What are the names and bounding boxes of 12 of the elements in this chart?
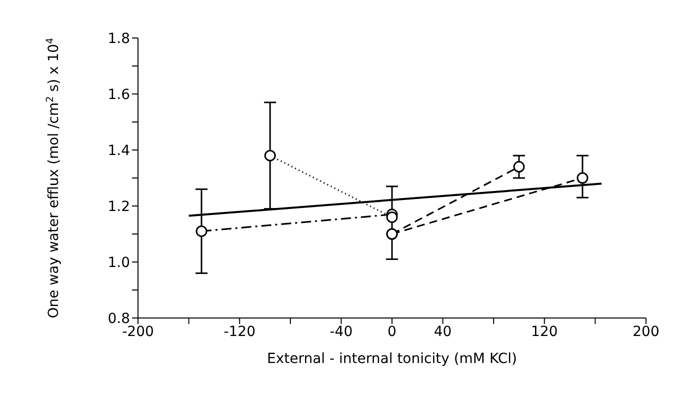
x-tick-label: -40: [330, 324, 353, 340]
x-tick-label: 200: [632, 324, 660, 340]
y-tick-label: 1.0: [108, 254, 130, 271]
y-tick-label: 1.4: [108, 142, 130, 159]
x-tick-label: 40: [434, 324, 452, 340]
x-tick-label: 120: [531, 324, 558, 340]
y-tick-label: 1.6: [108, 86, 130, 103]
x-tick-label: -120: [224, 324, 256, 340]
y-tick-label: 1.2: [108, 198, 130, 215]
x-tick-label: 0: [388, 324, 396, 340]
x-axis-title: External - internal tonicity (mM KCl): [266, 351, 518, 367]
y-tick-label: 1.8: [108, 30, 130, 47]
